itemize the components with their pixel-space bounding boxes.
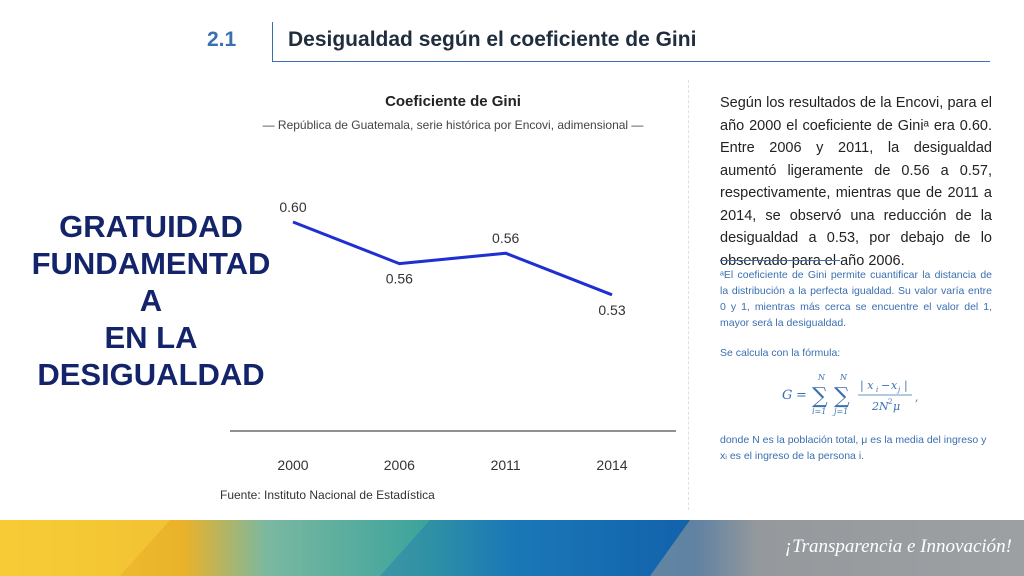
svg-text:2: 2 xyxy=(888,398,892,406)
chart-title: Coeficiente de Gini xyxy=(385,93,521,110)
svg-text:| x: | x xyxy=(860,379,874,393)
title-underline xyxy=(272,61,990,62)
data-label: 0.53 xyxy=(598,302,625,318)
gini-line-chart: 0.60 0.56 0.56 0.53 2000 2006 2011 2014 xyxy=(230,199,676,473)
overlay-heading: GRATUIDAD FUNDAMENTAD A EN LA DESIGUALDA… xyxy=(10,208,292,393)
svg-text:j: j xyxy=(896,386,901,394)
overlay-line: FUNDAMENTAD xyxy=(31,246,271,281)
svg-text:i: i xyxy=(876,386,878,394)
svg-text:j=1: j=1 xyxy=(832,407,848,416)
svg-text:−: − xyxy=(881,379,890,392)
footnote: ᵃEl coeficiente de Gini permite cuantifi… xyxy=(720,269,992,329)
overlay-line: GRATUIDAD xyxy=(59,209,243,244)
column-separator xyxy=(688,80,690,510)
data-label: 0.56 xyxy=(492,230,519,246)
overlay-line: DESIGUALDAD xyxy=(37,357,265,392)
chart-subtitle: — República de Guatemala, serie históric… xyxy=(262,118,644,132)
svg-text:=: = xyxy=(796,388,807,403)
section-number: 2.1 xyxy=(207,28,237,51)
x-tick-label: 2011 xyxy=(491,457,521,473)
section-title: Desigualdad según el coeficiente de Gini xyxy=(288,28,697,51)
footer-slogan: ¡Transparencia e Innovación! xyxy=(784,536,1012,557)
x-tick-label: 2000 xyxy=(277,457,308,473)
overlay-line: EN LA xyxy=(104,320,198,355)
svg-text:N: N xyxy=(839,373,848,382)
body-paragraph: Según los resultados de la Encovi, para … xyxy=(720,95,992,269)
formula-note: donde N es la población total, μ es la m… xyxy=(720,434,987,462)
svg-text:∑: ∑ xyxy=(834,384,850,409)
svg-text:2N: 2N xyxy=(871,400,889,413)
svg-text:N: N xyxy=(817,373,826,382)
svg-text:i=1: i=1 xyxy=(812,407,826,416)
chart-source: Fuente: Instituto Nacional de Estadístic… xyxy=(220,488,435,502)
svg-text:μ: μ xyxy=(893,400,900,413)
gini-formula: G = ∑ N i=1 ∑ N j=1 | x i − x j | 2N 2 μ… xyxy=(782,373,919,416)
x-tick-label: 2006 xyxy=(384,457,415,473)
footer-band xyxy=(0,520,1024,576)
footnote-rule xyxy=(720,260,840,261)
svg-text:,: , xyxy=(915,391,919,404)
svg-text:x: x xyxy=(891,379,898,392)
data-label: 0.56 xyxy=(386,271,413,287)
overlay-line: A xyxy=(139,283,163,318)
chart-plot-area: 0.60 0.56 0.56 0.53 2000 2006 2011 2014 xyxy=(230,199,676,473)
svg-text:G: G xyxy=(782,388,792,403)
x-tick-label: 2014 xyxy=(596,457,627,473)
formula-intro: Se calcula con la fórmula: xyxy=(720,347,841,359)
title-divider xyxy=(272,22,273,62)
data-label: 0.60 xyxy=(279,199,306,215)
svg-text:∑: ∑ xyxy=(812,384,828,409)
svg-text:|: | xyxy=(904,379,908,393)
series-line xyxy=(292,220,613,297)
